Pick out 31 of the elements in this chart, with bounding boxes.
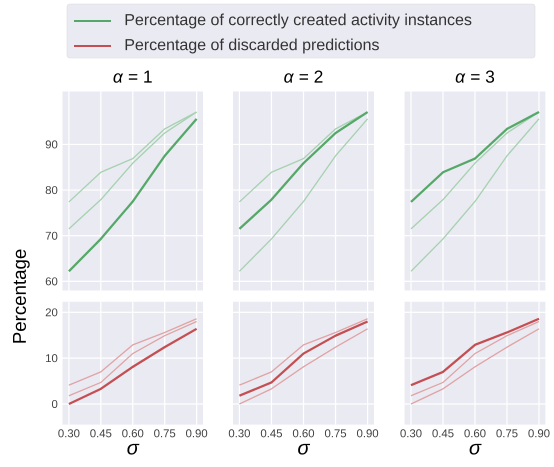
- legend-label: Percentage of correctly created activity instances: [126, 14, 472, 28]
- x-tick-label: 0.90: [356, 429, 378, 438]
- x-tick-label: 0.45: [432, 429, 454, 438]
- chart-title: α = 3: [456, 70, 494, 83]
- y-tick-label: 10: [46, 354, 58, 362]
- chart-title: α = 1: [114, 70, 152, 83]
- x-tick-label: 0.30: [228, 429, 250, 438]
- x-tick-label: 0.75: [154, 429, 176, 438]
- y-tick-label: 60: [46, 277, 58, 286]
- x-tick-label: 0.90: [528, 429, 550, 438]
- y-tick-label: 90: [46, 140, 58, 148]
- x-tick-label: 0.30: [400, 429, 422, 438]
- y-tick-label: 70: [46, 232, 58, 240]
- x-axis-title: σ: [127, 444, 140, 455]
- x-tick-label: 0.60: [464, 429, 486, 438]
- y-tick-label: 80: [46, 186, 58, 194]
- x-tick-label: 0.45: [260, 429, 282, 438]
- x-tick-label: 0.45: [90, 429, 112, 438]
- x-tick-label: 0.75: [324, 429, 346, 438]
- y-tick-label: 20: [46, 308, 58, 316]
- y-axis-title: Percentage: [12, 250, 30, 343]
- x-tick-label: 0.30: [58, 429, 80, 438]
- legend-label: Percentage of discarded predictions: [126, 38, 379, 54]
- x-tick-label: 0.90: [186, 429, 208, 438]
- x-axis-title: σ: [298, 444, 310, 455]
- x-tick-label: 0.60: [122, 429, 144, 438]
- chart-title: α = 2: [284, 70, 322, 83]
- x-tick-label: 0.60: [292, 429, 314, 438]
- y-tick-label: 0: [52, 400, 58, 408]
- x-tick-label: 0.75: [496, 429, 518, 438]
- x-axis-title: σ: [470, 444, 482, 455]
